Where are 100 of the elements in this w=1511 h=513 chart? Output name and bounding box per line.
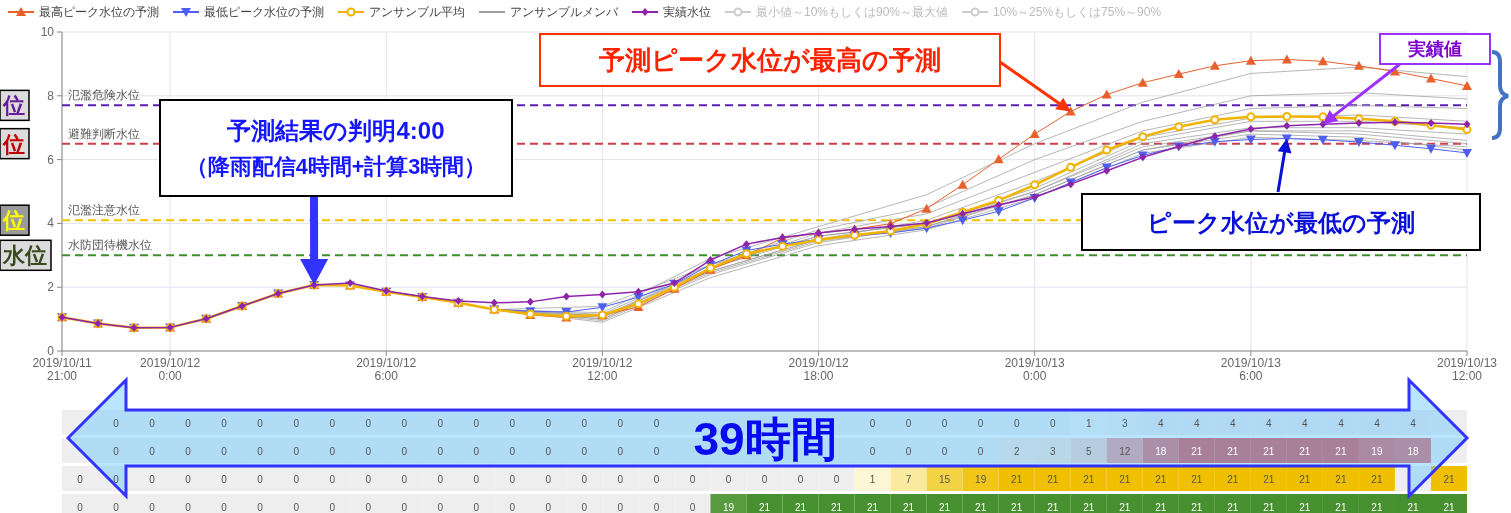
data-label: 0 (221, 417, 228, 429)
data-label: 19 (975, 473, 987, 485)
data-label: 0 (257, 445, 264, 457)
data-label: 0 (473, 445, 480, 457)
data-label: 5 (1085, 445, 1092, 457)
data-label: 0 (797, 473, 804, 485)
ref-line-label: 氾濫注意水位 (68, 203, 140, 218)
data-label: 0 (113, 445, 120, 457)
data-label: 0 (293, 473, 300, 485)
data-label: 0 (941, 445, 948, 457)
y-tick-label: 0 (47, 344, 55, 358)
data-label: 0 (761, 473, 768, 485)
x-tick-label: 2019/10/11 21:00 (32, 356, 92, 383)
data-label: 0 (653, 501, 660, 513)
data-label: 0 (77, 501, 84, 513)
data-label: 1 (869, 473, 876, 485)
data-label: 0 (941, 417, 948, 429)
data-label: 0 (473, 473, 480, 485)
legend-label: 最低ピーク水位の予測 (204, 5, 324, 19)
data-label: 21 (830, 501, 843, 513)
data-label: 0 (509, 501, 516, 513)
data-label: 21 (975, 501, 987, 513)
data-label: 0 (257, 417, 264, 429)
data-label: 0 (185, 445, 192, 457)
data-label: 15 (939, 473, 951, 485)
data-label: 0 (1013, 417, 1020, 429)
data-label: 0 (545, 417, 552, 429)
data-label: 0 (617, 445, 624, 457)
annotation: 位 (0, 127, 30, 160)
data-label: 4 (1194, 417, 1201, 429)
data-label: 12 (1119, 445, 1131, 457)
data-label: 21 (1263, 445, 1275, 457)
y-tick-label: 4 (47, 216, 55, 231)
data-label: 0 (113, 473, 120, 485)
x-tick-label: 2019/10/12 12:00 (572, 356, 633, 383)
data-label: 0 (185, 501, 192, 513)
data-label: 19 (1371, 445, 1383, 457)
data-label: 21 (1191, 473, 1203, 485)
data-label: 21 (1191, 501, 1203, 513)
data-label: 0 (617, 473, 624, 485)
annotation: 水位 (0, 239, 52, 272)
data-label: 4 (1410, 417, 1417, 429)
data-label: 0 (653, 445, 660, 457)
y-tick-label: 2 (47, 280, 55, 295)
data-label: 21 (939, 501, 951, 513)
data-label: 0 (329, 501, 336, 513)
data-label: 7 (905, 473, 912, 485)
data-label: 0 (509, 417, 516, 429)
data-label: 21 (1407, 501, 1419, 513)
data-label: 0 (509, 473, 516, 485)
data-label: 0 (905, 417, 912, 429)
data-label: 21 (1227, 445, 1239, 457)
data-label: 21 (1335, 501, 1347, 513)
data-label: 0 (653, 417, 660, 429)
x-tick-label: 2019/10/12 0:00 (140, 356, 201, 383)
data-label: 0 (293, 501, 300, 513)
data-label: 0 (401, 473, 408, 485)
data-label: 21 (867, 501, 879, 513)
x-tick-label: 2019/10/13 6:00 (1220, 356, 1282, 383)
data-label: 0 (293, 417, 300, 429)
data-label: 0 (221, 445, 228, 457)
data-label: 0 (329, 445, 336, 457)
data-label: 0 (365, 473, 372, 485)
y-tick-label: 8 (47, 88, 55, 103)
data-label: 0 (149, 473, 156, 485)
data-label: 4 (1158, 417, 1164, 429)
data-label: 21 (1011, 473, 1023, 485)
data-label: 0 (113, 417, 120, 429)
data-label: 19 (722, 501, 735, 513)
data-label: 0 (221, 501, 228, 513)
data-label: 21 (1227, 473, 1239, 485)
ref-line-label: 水防団待機水位 (68, 238, 152, 253)
data-label: 4 (1374, 417, 1381, 429)
annotation: 位 (0, 89, 30, 122)
data-label: 21 (1155, 501, 1167, 513)
y-tick-label: 10 (40, 25, 55, 39)
data-label: 21 (758, 501, 771, 513)
ref-line-label: 氾濫危険水位 (68, 88, 140, 103)
data-label: 4 (1302, 417, 1309, 429)
data-label: 0 (581, 473, 588, 485)
data-label: 21 (1011, 501, 1023, 513)
legend-label: 実績水位 (663, 5, 711, 19)
data-label: 0 (689, 501, 696, 513)
ref-line-label: 避難判断水位 (68, 126, 140, 141)
data-label: 21 (1119, 473, 1131, 485)
annotation: 予測結果の判明4:00 （降雨配信4時間+計算3時間） (185, 117, 487, 180)
data-label: 0 (617, 417, 624, 429)
annotation: 位 (0, 204, 30, 236)
x-tick-label: 2019/10/13 12:00 (1436, 356, 1498, 383)
data-label: 0 (437, 501, 444, 513)
annotation: 実績値 (1322, 33, 1491, 125)
data-label: 3 (1121, 417, 1128, 429)
data-label: 0 (113, 501, 120, 513)
data-label: 21 (1263, 473, 1275, 485)
data-label: 0 (437, 417, 444, 429)
data-label: 0 (257, 473, 264, 485)
data-label: 21 (1227, 501, 1239, 513)
data-label: 0 (581, 445, 588, 457)
data-label: 21 (1263, 501, 1275, 513)
data-label: 21 (1047, 473, 1059, 485)
